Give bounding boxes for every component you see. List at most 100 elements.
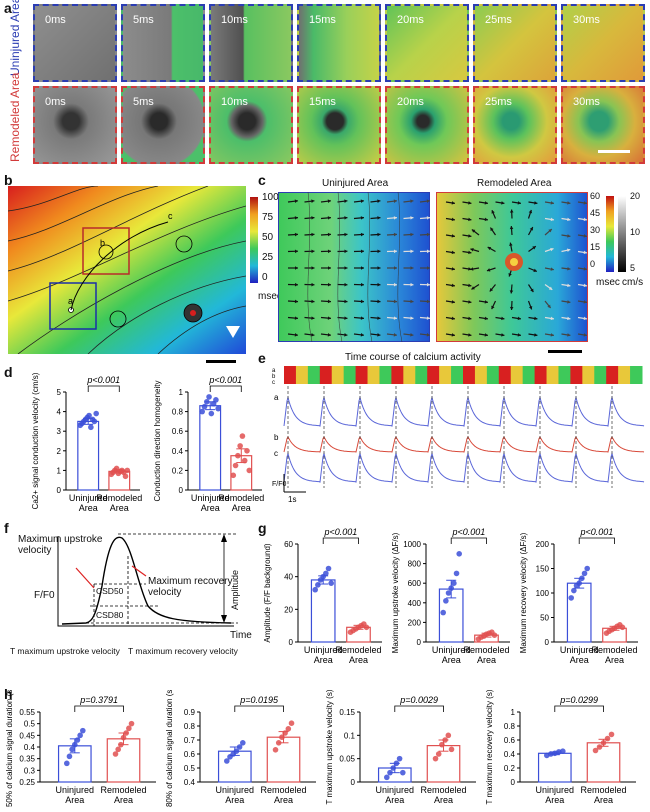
arrow-head <box>327 199 331 203</box>
arrow-head <box>534 333 538 337</box>
y-tick-label: 0 <box>289 638 294 647</box>
arrow-head <box>566 248 571 252</box>
arrow-head <box>360 232 364 237</box>
heat-strip-cell <box>463 372 476 378</box>
arrow-head <box>471 286 475 290</box>
heat-strip-cell <box>319 378 333 384</box>
data-point <box>390 765 396 771</box>
data-point <box>66 753 73 760</box>
y-axis-label: 80% of calcium signal duration (s) <box>165 690 174 807</box>
y-tick-label: 0 <box>511 778 516 787</box>
heat-strip-cell <box>546 372 559 378</box>
arrow-head <box>468 267 472 271</box>
arrow-head <box>426 249 430 254</box>
x-tick-label: Uninjured <box>432 645 471 655</box>
data-point <box>126 725 132 732</box>
y-tick-label: 5 <box>57 388 62 397</box>
isochrone-line <box>307 192 313 342</box>
heat-strip-cell <box>582 378 595 384</box>
data-point <box>323 570 329 577</box>
y-tick-label: 800 <box>408 560 422 569</box>
data-point <box>239 433 246 439</box>
arrow-head <box>360 282 364 287</box>
arrow-head <box>567 333 571 337</box>
arrow-head <box>534 201 538 205</box>
heat-strip-cell <box>439 366 452 372</box>
arrow-head <box>344 249 348 254</box>
heat-strip-cell <box>534 366 548 372</box>
arrow-head <box>426 299 430 304</box>
data-point <box>384 774 390 781</box>
y-tick-label: 0.5 <box>24 720 36 729</box>
panel-a-label: a <box>4 0 12 16</box>
frame-time-label: 25ms <box>485 96 512 108</box>
frame-time-label: 15ms <box>309 14 336 26</box>
arrow-head <box>410 266 414 270</box>
arrow-head <box>517 201 521 205</box>
arrow-head <box>509 290 514 294</box>
significance-bracket <box>87 385 120 392</box>
data-point <box>288 720 295 726</box>
colorbar-c1-tick: 30 <box>590 225 601 235</box>
heat-strip-cell <box>582 366 595 372</box>
frame-time-label: 10ms <box>221 96 248 108</box>
arrow-head <box>344 232 348 237</box>
label-t-up: T maximum upstroke velocity <box>10 646 120 656</box>
data-point <box>619 624 626 631</box>
y-tick-label: 600 <box>408 579 422 588</box>
p-value-label: p=0.0195 <box>239 695 279 705</box>
y-tick-label: 0.4 <box>172 447 184 456</box>
y-tick-label: 200 <box>536 540 550 549</box>
data-point <box>491 632 498 638</box>
p-value-label: p=0.0299 <box>559 695 598 705</box>
y-tick-label: 0.6 <box>504 736 516 745</box>
panel-c-label: c <box>258 172 266 188</box>
heat-strip-cell <box>367 372 380 378</box>
uninjured-frame: 25ms <box>473 4 557 82</box>
arrow-head <box>327 249 331 254</box>
arrow-head <box>451 201 455 205</box>
arrow-head <box>327 316 331 320</box>
data-point <box>246 467 253 474</box>
arrow-head <box>377 232 381 237</box>
data-point <box>445 590 452 596</box>
arrow-head <box>377 333 381 337</box>
arrow-head <box>489 287 494 292</box>
data-point <box>432 755 439 762</box>
heat-strip-cell <box>463 378 476 384</box>
heat-strip-cell <box>331 372 345 378</box>
arrow-head <box>377 216 381 220</box>
panel-h-label: h <box>4 686 13 702</box>
colorbar-b <box>250 197 258 283</box>
arrow-head <box>528 209 533 214</box>
data-point <box>325 565 332 572</box>
data-point <box>235 452 241 459</box>
data-point <box>115 746 121 753</box>
arrow-head <box>311 316 315 320</box>
heat-strip-cell <box>439 378 452 384</box>
x-tick-label: Remodeled <box>421 785 467 795</box>
heat-strip-cell <box>307 378 321 384</box>
scale-bar-b <box>206 360 236 363</box>
data-point <box>199 408 205 415</box>
arrow-head <box>547 304 551 309</box>
heat-strip-cell <box>343 366 357 372</box>
arrow-head <box>583 333 587 337</box>
colorbar-c2-tick: 20 <box>630 191 641 201</box>
data-point <box>93 410 99 417</box>
data-point <box>206 394 212 400</box>
y-tick-label: 0.2 <box>504 764 516 773</box>
colorbar-b-unit: msec <box>258 291 282 302</box>
y-tick-label: 20 <box>284 605 293 614</box>
arrow-head <box>410 232 414 237</box>
heat-strip-cell <box>486 372 500 378</box>
heat-strip-cell <box>618 366 631 372</box>
heat-strip-cell <box>379 378 392 384</box>
y-tick-label: 0.3 <box>24 766 36 775</box>
colorbar-b-tick: 100 <box>262 192 279 203</box>
x-tick-label: Uninjured <box>56 785 95 795</box>
data-point <box>86 412 92 419</box>
isochrone-line <box>367 192 373 342</box>
arrow-head <box>501 201 505 205</box>
arrow-head <box>328 266 331 270</box>
